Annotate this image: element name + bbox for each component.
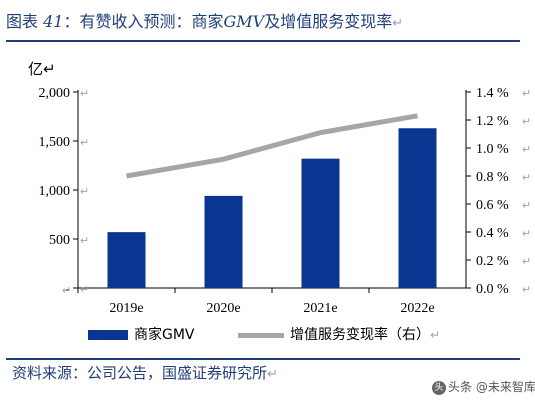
chart-title: 图表 41：有赞收入预测：商家GMV及增值服务变现率↵	[6, 8, 403, 32]
left-tick-return-mark-icon: ↵	[80, 88, 89, 100]
left-tick-label: 500	[49, 233, 70, 248]
bar-2022e	[398, 128, 437, 288]
right-tick-return-mark-icon: ↵	[522, 256, 531, 268]
left-tick-return-mark-icon: ↵	[80, 137, 89, 149]
right-tick-label: 0.2 %	[476, 254, 509, 269]
legend-return-mark-icon: ↵	[430, 328, 441, 342]
legend-line-swatch	[238, 332, 284, 338]
left-tick-label: 2,000	[39, 86, 71, 101]
toutiao-logo-icon: 头	[432, 380, 446, 395]
left-tick-label: 1,000	[39, 184, 71, 199]
right-tick-label: 0.6 %	[476, 198, 509, 213]
bar-2021e	[301, 158, 340, 288]
source-return-mark-icon: ↵	[267, 367, 278, 382]
right-tick-return-mark-icon: ↵	[522, 200, 531, 212]
title-number: 41	[43, 12, 64, 31]
watermark: 头头条 @未来智库	[432, 378, 535, 395]
bar-2020e	[204, 195, 243, 288]
left-axis-unit: 亿↵	[28, 61, 56, 78]
legend-item-rate: 增值服务变现率（右）↵	[238, 324, 440, 344]
left-tick-return-mark-icon: ↵	[80, 284, 89, 296]
top-divider	[6, 40, 520, 42]
x-tick-label: 2019e	[109, 301, 143, 316]
legend-bar-swatch	[88, 330, 128, 340]
legend-item-gmv: 商家GMV	[88, 324, 195, 344]
source-note: 资料来源：公司公告，国盛证券研究所↵	[12, 362, 278, 383]
right-tick-return-mark-icon: ↵	[522, 144, 531, 156]
title-prefix: 图表	[6, 12, 39, 31]
source-text: 资料来源：公司公告，国盛证券研究所	[12, 364, 268, 382]
right-tick-label: 1.0 %	[476, 142, 509, 157]
left-tick-return-mark-icon: ↵	[80, 186, 89, 198]
left-tick-label: 1,500	[39, 135, 71, 150]
left-tick-label: -	[65, 282, 70, 297]
bottom-left-return-mark-icon: ↵	[62, 285, 71, 297]
rate-line-series	[126, 113, 418, 179]
left-tick-return-mark-icon: ↵	[80, 235, 89, 247]
bottom-divider	[6, 358, 520, 360]
bar-2019e	[107, 232, 146, 288]
right-tick-label: 0.0 %	[476, 282, 509, 297]
right-tick-return-mark-icon: ↵	[522, 228, 531, 240]
return-mark-icon: ↵	[392, 16, 404, 31]
right-tick-return-mark-icon: ↵	[522, 116, 531, 128]
x-tick-label: 2022e	[400, 301, 434, 316]
legend-label-rate: 增值服务变现率（右）	[290, 327, 430, 343]
right-tick-label: 0.4 %	[476, 226, 509, 241]
x-tick-label: 2020e	[206, 301, 240, 316]
x-tick-label: 2021e	[303, 301, 337, 316]
right-tick-label: 1.4 %	[476, 86, 509, 101]
right-tick-return-mark-icon: ↵	[522, 172, 531, 184]
title-gmv-word: GMV	[223, 12, 265, 31]
legend-label-gmv: 商家GMV	[134, 327, 195, 343]
right-tick-label: 1.2 %	[476, 114, 509, 129]
watermark-text: 头条 @未来智库	[448, 380, 535, 394]
title-text: ：有赞收入预测：商家	[63, 12, 224, 31]
right-tick-return-mark-icon: ↵	[522, 88, 531, 100]
right-tick-return-mark-icon: ↵	[522, 284, 531, 296]
right-tick-label: 0.8 %	[476, 170, 509, 185]
title-suffix: 及增值服务变现率	[264, 12, 393, 31]
